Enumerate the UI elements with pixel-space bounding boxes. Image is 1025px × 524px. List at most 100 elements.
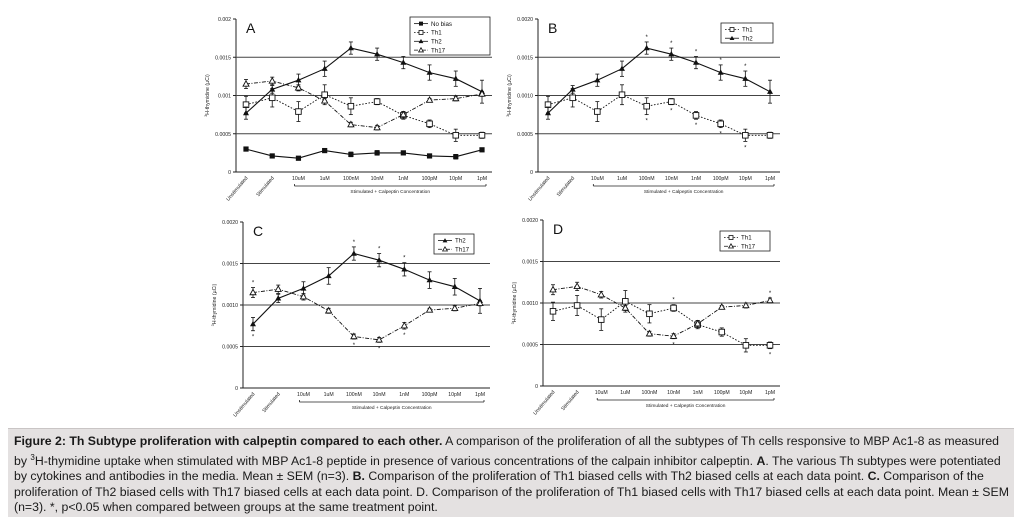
y-tick-label: 0.0020 <box>517 17 533 23</box>
data-point <box>597 316 605 323</box>
x-tick-label: 10nM <box>371 176 384 182</box>
x-tick-label: 1nM <box>399 392 409 398</box>
y-tick-label: 0.0005 <box>517 132 533 138</box>
data-point <box>452 132 460 139</box>
significance-marker: * <box>645 119 648 125</box>
significance-marker: * <box>252 335 255 341</box>
data-point <box>742 342 750 349</box>
x-tick-label: 10uM <box>595 390 608 396</box>
data-point <box>401 266 408 272</box>
data-point <box>453 154 459 160</box>
x-tick-label: 1pM <box>475 392 485 398</box>
legend-marker <box>417 46 425 53</box>
data-point <box>569 94 576 102</box>
caption-c: C. <box>867 469 880 484</box>
data-point <box>742 75 749 81</box>
legend-marker <box>728 235 734 240</box>
x-tick-label: 10nM <box>667 390 680 396</box>
x-tick-label: 100nM <box>343 176 359 182</box>
significance-marker: * <box>695 123 698 129</box>
legend-label: No bias <box>431 21 452 28</box>
series-line <box>252 252 481 325</box>
data-point <box>479 147 485 153</box>
x-tick-label: 100nM <box>642 390 658 396</box>
data-point <box>670 304 677 312</box>
panel-C: 0.0020 0.0015 0.0010 0.0005 0 3H-thymidine (µ… <box>211 220 490 418</box>
data-point <box>766 296 774 304</box>
data-point <box>321 65 328 71</box>
data-point <box>426 120 433 128</box>
series-line <box>245 94 482 136</box>
significance-marker: * <box>719 132 722 138</box>
x-tick-label: 100nM <box>346 392 362 398</box>
data-point <box>669 332 678 339</box>
y-tick-label: 0 <box>530 170 533 176</box>
series-th1 <box>544 84 774 142</box>
data-point <box>426 69 433 75</box>
data-point <box>269 86 276 92</box>
significance-marker: * <box>769 291 772 297</box>
x-tick-label: 1uM <box>617 176 627 182</box>
y-tick-label: 0.0010 <box>517 94 533 100</box>
data-point <box>242 79 250 87</box>
data-point <box>717 69 724 75</box>
x-group-label: Stimulated + Calpeptin Concentration <box>352 405 432 411</box>
y-axis-label-sup: 3 <box>204 115 208 117</box>
data-point <box>478 89 486 97</box>
data-point <box>249 288 257 296</box>
data-point <box>347 102 355 110</box>
data-point <box>718 303 726 310</box>
data-point <box>274 285 282 292</box>
caption-b: B. <box>352 469 365 484</box>
x-tick-label: 1uM <box>320 176 330 182</box>
x-tick-label: Stimulated <box>560 389 580 412</box>
y-tick-label: 0.0015 <box>222 262 238 268</box>
data-point <box>573 282 581 290</box>
legend-frame <box>409 16 491 56</box>
data-point <box>646 310 653 318</box>
series-th2 <box>250 246 483 332</box>
data-point <box>476 299 484 306</box>
x-tick-label: 10nM <box>665 176 678 182</box>
data-point <box>374 50 381 57</box>
data-point <box>400 59 407 65</box>
series-th17 <box>249 284 484 343</box>
caption-sup: 3 <box>30 452 35 462</box>
y-tick-label: 0.0005 <box>215 132 231 138</box>
data-point <box>321 91 328 98</box>
significance-marker: * <box>672 298 675 304</box>
data-point <box>426 276 433 283</box>
data-point <box>376 256 383 263</box>
legend-marker <box>442 238 448 243</box>
x-group-label: Stimulated + Calpeptin Concentration <box>350 189 430 195</box>
data-point <box>767 88 773 94</box>
significance-marker: * <box>670 109 673 115</box>
data-point <box>742 132 749 139</box>
series-th17 <box>549 281 774 340</box>
data-point <box>692 112 700 119</box>
x-tick-label: 1nM <box>691 176 701 182</box>
data-point <box>320 96 329 104</box>
legend-marker <box>418 30 424 35</box>
y-axis-label: 3H-thymidine (µCi) <box>506 74 513 117</box>
legend-marker <box>441 246 449 252</box>
significance-marker: * <box>645 35 648 41</box>
data-point <box>295 77 302 83</box>
data-point <box>621 303 630 311</box>
x-tick-label: 10nM <box>373 392 386 398</box>
data-point <box>374 150 380 156</box>
data-point <box>350 332 358 340</box>
x-tick-label: Unstimulated <box>225 175 249 202</box>
significance-marker: * <box>403 333 406 339</box>
data-point <box>425 305 434 313</box>
y-tick-label: 0.0015 <box>522 260 538 266</box>
caption-text-5: Comparison of the proliferation of Th2 b… <box>14 469 1009 515</box>
data-point <box>597 290 605 298</box>
x-tick-label: 1pM <box>477 176 487 182</box>
series-line <box>252 288 481 341</box>
y-axis-label: 3H-thymidine (µCi) <box>204 74 211 117</box>
x-tick-label: Stimulated <box>556 175 576 198</box>
data-point <box>243 146 249 152</box>
